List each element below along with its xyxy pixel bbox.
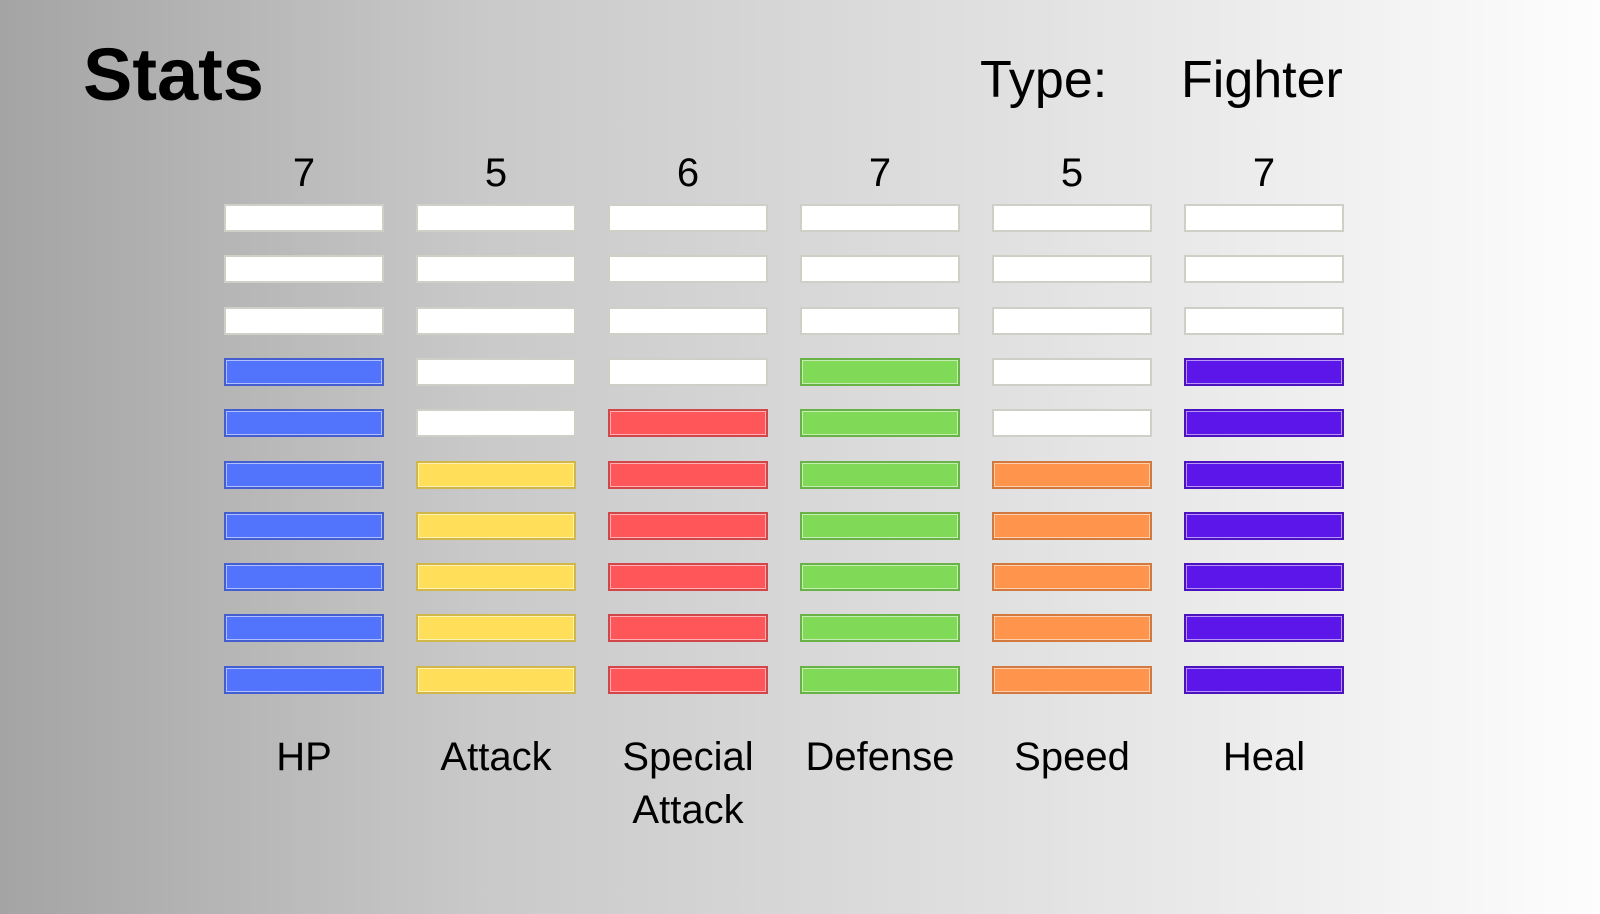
stat-segment-defense-6 [800,461,960,489]
type-label: Type: [980,51,1108,109]
stat-segment-defense-9 [800,614,960,642]
stat-segment-attack-7 [416,512,576,540]
stat-segment-attack-8 [416,563,576,591]
stat-segment-special-attack-2 [608,255,768,283]
stat-segment-hp-5 [224,409,384,437]
stat-segment-hp-6 [224,461,384,489]
stat-segment-heal-2 [1184,255,1344,283]
stat-segment-defense-4 [800,358,960,386]
stat-segment-defense-2 [800,255,960,283]
stat-segment-heal-3 [1184,307,1344,335]
stat-segment-defense-3 [800,307,960,335]
stat-label-speed: Speed [1014,735,1130,779]
stat-segment-attack-3 [416,307,576,335]
stat-segment-speed-2 [992,255,1152,283]
stat-segment-hp-1 [224,204,384,232]
stat-segment-special-attack-10 [608,666,768,694]
stat-segment-special-attack-8 [608,563,768,591]
stat-segment-special-attack-5 [608,409,768,437]
stat-segment-hp-3 [224,307,384,335]
stat-value-heal: 7 [1252,151,1276,195]
stat-segment-attack-6 [416,461,576,489]
stat-value-attack: 5 [484,151,508,195]
stat-segment-hp-9 [224,614,384,642]
stat-segment-hp-7 [224,512,384,540]
stat-segment-heal-1 [1184,204,1344,232]
stat-value-speed: 5 [1060,151,1084,195]
stat-segment-defense-7 [800,512,960,540]
stat-segment-attack-9 [416,614,576,642]
stat-label-special-attack: Special Attack [622,735,754,832]
stat-segment-heal-7 [1184,512,1344,540]
stat-label-heal: Heal [1222,735,1306,779]
stat-segment-special-attack-9 [608,614,768,642]
stat-segment-hp-10 [224,666,384,694]
stat-segment-speed-5 [992,409,1152,437]
stat-segment-special-attack-1 [608,204,768,232]
stat-segment-speed-4 [992,358,1152,386]
stat-segment-special-attack-4 [608,358,768,386]
stat-segment-defense-10 [800,666,960,694]
stat-segment-speed-1 [992,204,1152,232]
stat-segment-attack-1 [416,204,576,232]
stat-segment-heal-4 [1184,358,1344,386]
stat-label-attack: Attack [440,735,552,779]
stat-label-defense: Defense [805,735,955,779]
stat-segment-heal-10 [1184,666,1344,694]
stat-segment-hp-4 [224,358,384,386]
stat-segment-attack-5 [416,409,576,437]
stat-segment-special-attack-3 [608,307,768,335]
stat-segment-attack-10 [416,666,576,694]
stat-label-hp: HP [276,735,332,779]
type-value: Fighter [1181,51,1343,109]
stat-segment-heal-6 [1184,461,1344,489]
stat-segment-speed-6 [992,461,1152,489]
stat-segment-attack-4 [416,358,576,386]
stat-segment-hp-2 [224,255,384,283]
stat-segment-heal-9 [1184,614,1344,642]
stat-segment-special-attack-7 [608,512,768,540]
stat-segment-attack-2 [416,255,576,283]
stat-segment-defense-5 [800,409,960,437]
stat-segment-speed-10 [992,666,1152,694]
page-title: Stats [83,33,264,116]
stat-segment-heal-8 [1184,563,1344,591]
stat-segment-speed-7 [992,512,1152,540]
stat-segment-hp-8 [224,563,384,591]
stat-segment-defense-8 [800,563,960,591]
stat-segment-heal-5 [1184,409,1344,437]
stat-segment-defense-1 [800,204,960,232]
stat-segment-speed-8 [992,563,1152,591]
stat-value-defense: 7 [868,151,892,195]
stat-segment-speed-3 [992,307,1152,335]
stat-value-hp: 7 [292,151,316,195]
stat-segment-special-attack-6 [608,461,768,489]
stat-segment-speed-9 [992,614,1152,642]
stat-value-special-attack: 6 [676,151,700,195]
